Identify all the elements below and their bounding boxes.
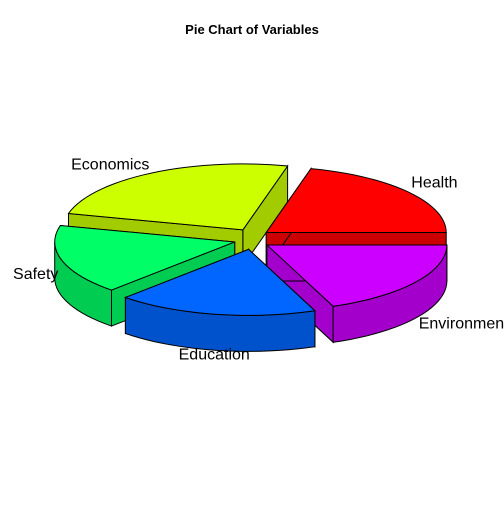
pie-slice-environment	[265, 243, 448, 344]
slice-label-education: Education	[179, 347, 250, 364]
slice-top	[54, 225, 235, 291]
slice-top	[123, 248, 317, 316]
slice-top	[67, 163, 289, 231]
slice-top	[265, 244, 448, 307]
slice-label-health: Health	[411, 175, 457, 192]
pie-slice-education	[123, 248, 317, 352]
chart-title: Pie Chart of Variables	[185, 22, 319, 37]
slice-top	[265, 168, 447, 234]
slice-label-economics: Economics	[71, 156, 149, 173]
slice-label-safety: Safety	[13, 266, 58, 283]
slice-label-environment: Environment	[419, 316, 504, 333]
